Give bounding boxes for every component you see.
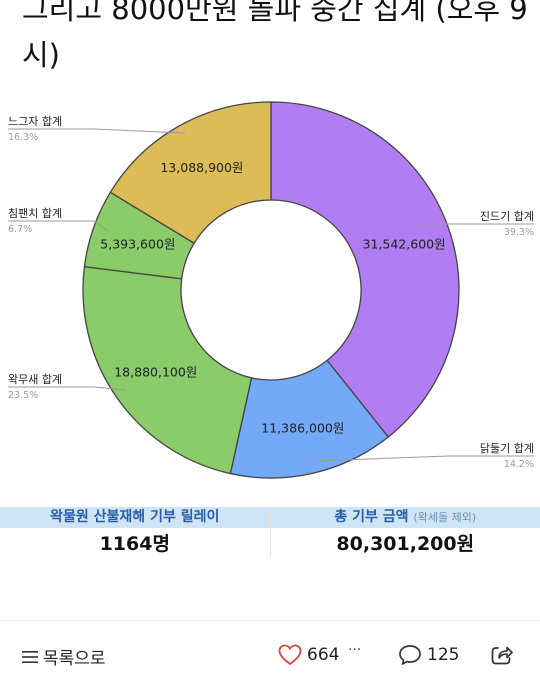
total-stat-label: 총 기부 금액 bbox=[334, 509, 409, 525]
callout-line bbox=[8, 220, 109, 232]
total-stat-value: 80,301,200원 bbox=[336, 533, 475, 555]
more-label: ··· bbox=[348, 642, 362, 658]
total-stat-note: (왁세돌 제외) bbox=[413, 511, 477, 524]
like-count: 664 bbox=[307, 645, 340, 665]
share-button[interactable] bbox=[490, 644, 514, 666]
donut-slice bbox=[82, 265, 253, 475]
donut-slice bbox=[270, 101, 460, 438]
bottom-action-bar: 목록으로 664 ··· 125 bbox=[0, 636, 540, 680]
slice-percent-label: 23.5% bbox=[8, 390, 38, 401]
slice-value-label: 5,393,600원 bbox=[100, 237, 175, 252]
comment-button[interactable]: 125 bbox=[398, 644, 459, 666]
post-heading: 그리고 8000만원 돌파 중간 집계 (오후 9시) bbox=[22, 0, 528, 72]
callout-line bbox=[8, 128, 186, 134]
slice-percent-label: 16.3% bbox=[8, 132, 38, 143]
total-stat-header: 총 기부 금액 (왁세돌 제외) bbox=[270, 507, 540, 528]
relay-stat: 왁물원 산불재해 기부 릴레이 1164명 bbox=[0, 507, 270, 557]
slice-value-label: 31,542,600원 bbox=[363, 236, 446, 251]
share-icon bbox=[491, 646, 513, 665]
total-stat: 총 기부 금액 (왁세돌 제외) 80,301,200원 bbox=[269, 507, 540, 557]
more-button[interactable]: ··· bbox=[348, 642, 361, 658]
menu-icon bbox=[22, 650, 38, 663]
like-button[interactable]: 664 bbox=[278, 644, 339, 666]
slice-percent-label: 6.7% bbox=[8, 224, 32, 235]
comment-icon bbox=[399, 645, 421, 665]
list-button-label: 목록으로 bbox=[43, 649, 106, 669]
donation-stats: 왁물원 산불재해 기부 릴레이 1164명 총 기부 금액 (왁세돌 제외) 8… bbox=[0, 507, 540, 557]
slice-value-label: 11,386,000원 bbox=[261, 420, 344, 435]
comment-count: 125 bbox=[427, 645, 460, 665]
heart-icon bbox=[278, 644, 302, 666]
relay-stat-value: 1164명 bbox=[99, 533, 170, 555]
slice-percent-label: 39.3% bbox=[504, 227, 534, 238]
slice-name-label: 느그자 합계 bbox=[8, 115, 62, 128]
slice-percent-label: 14.2% bbox=[504, 459, 534, 470]
slice-value-label: 13,088,900원 bbox=[160, 160, 243, 175]
callout-line bbox=[8, 386, 127, 391]
slice-name-label: 진드기 합계 bbox=[480, 210, 534, 223]
donut-slice bbox=[109, 101, 272, 245]
slice-name-label: 닭둘기 합계 bbox=[480, 442, 534, 455]
slice-value-label: 18,880,100원 bbox=[114, 364, 197, 379]
relay-stat-label: 왁물원 산불재해 기부 릴레이 bbox=[0, 507, 270, 528]
list-button[interactable]: 목록으로 bbox=[22, 644, 106, 669]
slice-name-label: 침팬치 합계 bbox=[8, 207, 62, 220]
divider bbox=[0, 620, 540, 621]
slice-name-label: 왁무새 합계 bbox=[8, 373, 62, 386]
callout-line bbox=[314, 455, 534, 462]
